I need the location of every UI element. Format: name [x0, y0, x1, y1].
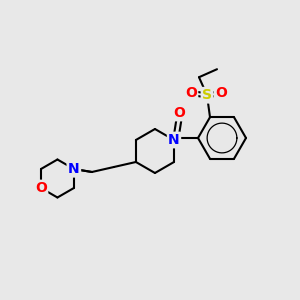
Text: O: O: [185, 86, 197, 100]
Text: N: N: [68, 162, 80, 176]
Text: O: O: [173, 106, 185, 120]
Text: S: S: [202, 88, 212, 102]
Text: O: O: [35, 181, 47, 195]
Text: N: N: [68, 162, 80, 176]
Text: O: O: [215, 86, 227, 100]
Text: N: N: [168, 133, 180, 147]
